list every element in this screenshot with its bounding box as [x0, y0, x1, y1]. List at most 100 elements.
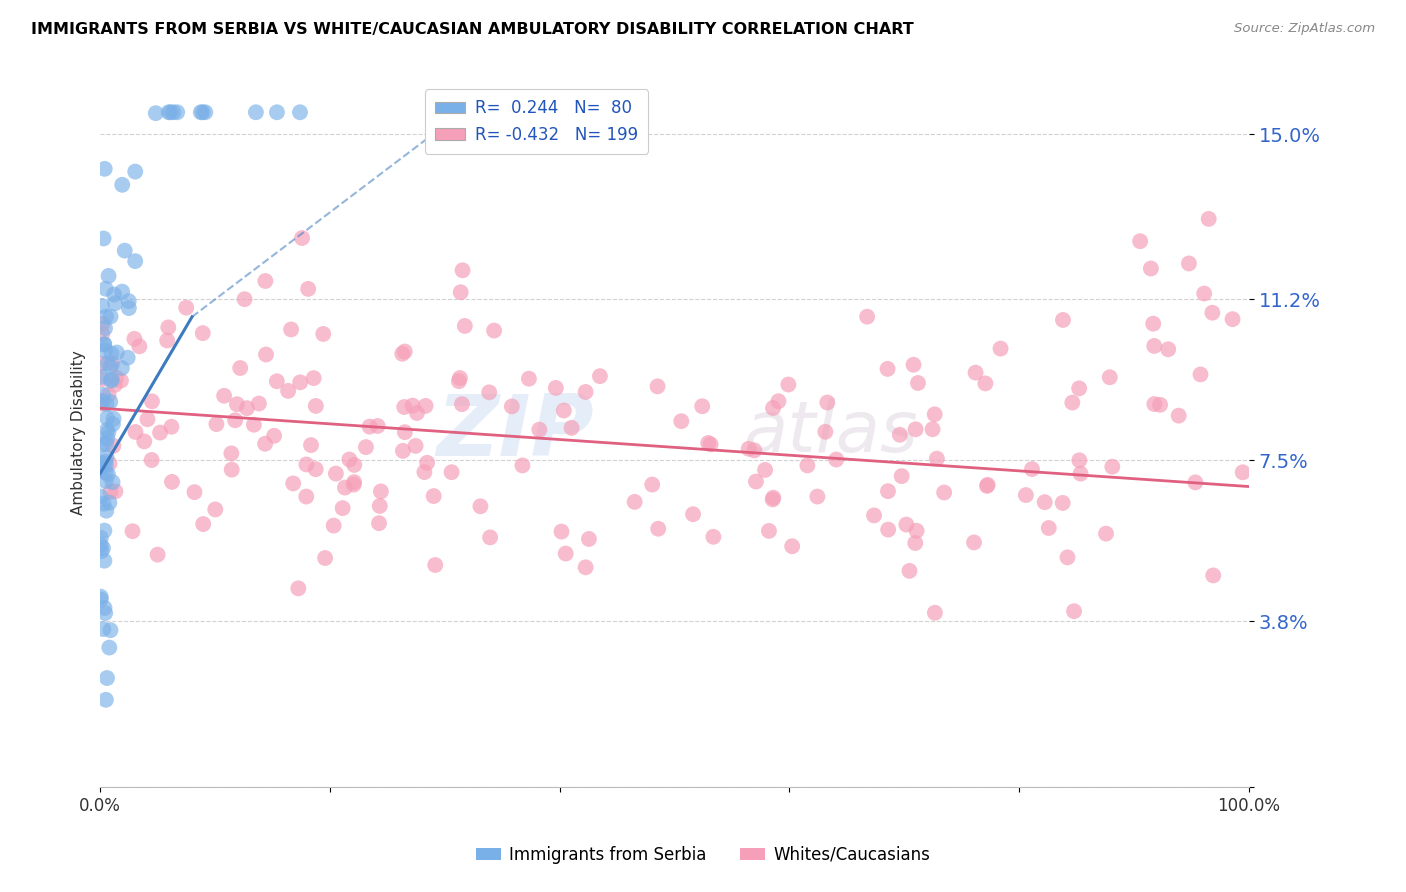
Point — [247, 396, 270, 410]
Point — [343, 458, 366, 472]
Point — [682, 507, 704, 521]
Point — [104, 484, 127, 499]
Point — [896, 517, 918, 532]
Point — [314, 551, 336, 566]
Point — [394, 425, 416, 439]
Point — [1052, 496, 1074, 510]
Point — [758, 524, 780, 538]
Point — [96, 357, 118, 371]
Point — [288, 105, 311, 120]
Point — [98, 496, 121, 510]
Point — [191, 105, 214, 120]
Point — [104, 378, 127, 392]
Point — [1129, 234, 1152, 248]
Point — [470, 500, 492, 514]
Point — [934, 485, 956, 500]
Point — [1033, 495, 1056, 509]
Point — [299, 438, 322, 452]
Point — [762, 401, 785, 415]
Point — [254, 436, 277, 450]
Point — [406, 406, 429, 420]
Point — [413, 465, 436, 479]
Point — [814, 425, 837, 439]
Point — [905, 524, 928, 538]
Point — [128, 339, 150, 353]
Point — [332, 501, 354, 516]
Point — [229, 361, 252, 376]
Point — [93, 231, 115, 245]
Point — [91, 388, 114, 402]
Point — [183, 485, 205, 500]
Point — [103, 439, 125, 453]
Point — [90, 590, 112, 604]
Point — [94, 343, 117, 358]
Point — [145, 106, 167, 120]
Point — [422, 489, 444, 503]
Point — [174, 301, 197, 315]
Point — [370, 484, 392, 499]
Point — [647, 522, 669, 536]
Point — [754, 463, 776, 477]
Point — [90, 490, 112, 504]
Point — [1167, 409, 1189, 423]
Point — [93, 524, 115, 538]
Point — [146, 548, 169, 562]
Point — [1056, 550, 1078, 565]
Point — [451, 263, 474, 277]
Point — [478, 385, 501, 400]
Point — [91, 394, 114, 409]
Point — [124, 425, 146, 439]
Point — [159, 105, 181, 120]
Point — [451, 397, 474, 411]
Point — [98, 457, 121, 471]
Point — [233, 292, 256, 306]
Point — [762, 491, 785, 505]
Point — [367, 419, 389, 434]
Point — [898, 564, 921, 578]
Point — [194, 105, 217, 120]
Point — [100, 374, 122, 388]
Point — [96, 432, 118, 446]
Point — [91, 541, 114, 555]
Point — [90, 397, 112, 411]
Point — [90, 357, 112, 371]
Point — [405, 439, 427, 453]
Point — [124, 254, 146, 268]
Point — [550, 524, 572, 539]
Point — [876, 362, 898, 376]
Point — [94, 454, 117, 468]
Point — [224, 413, 246, 427]
Point — [94, 321, 117, 335]
Point — [105, 370, 128, 384]
Point — [291, 231, 314, 245]
Point — [415, 399, 437, 413]
Point — [974, 376, 997, 391]
Point — [394, 344, 416, 359]
Point — [96, 423, 118, 437]
Point — [737, 442, 759, 456]
Y-axis label: Ambulatory Disability: Ambulatory Disability — [72, 350, 86, 515]
Point — [877, 523, 900, 537]
Point — [90, 592, 112, 607]
Point — [1232, 465, 1254, 479]
Point — [90, 531, 112, 545]
Point — [226, 397, 249, 411]
Point — [243, 417, 266, 432]
Point — [1015, 488, 1038, 502]
Point — [877, 484, 900, 499]
Point — [449, 371, 471, 385]
Point — [141, 453, 163, 467]
Point — [440, 465, 463, 479]
Point — [924, 606, 946, 620]
Point — [94, 282, 117, 296]
Point — [744, 443, 766, 458]
Point — [96, 671, 118, 685]
Point — [1140, 261, 1163, 276]
Point — [1069, 381, 1091, 395]
Point — [101, 417, 124, 432]
Point — [283, 476, 305, 491]
Point — [529, 423, 551, 437]
Point — [101, 356, 124, 370]
Point — [295, 458, 318, 472]
Point — [1021, 462, 1043, 476]
